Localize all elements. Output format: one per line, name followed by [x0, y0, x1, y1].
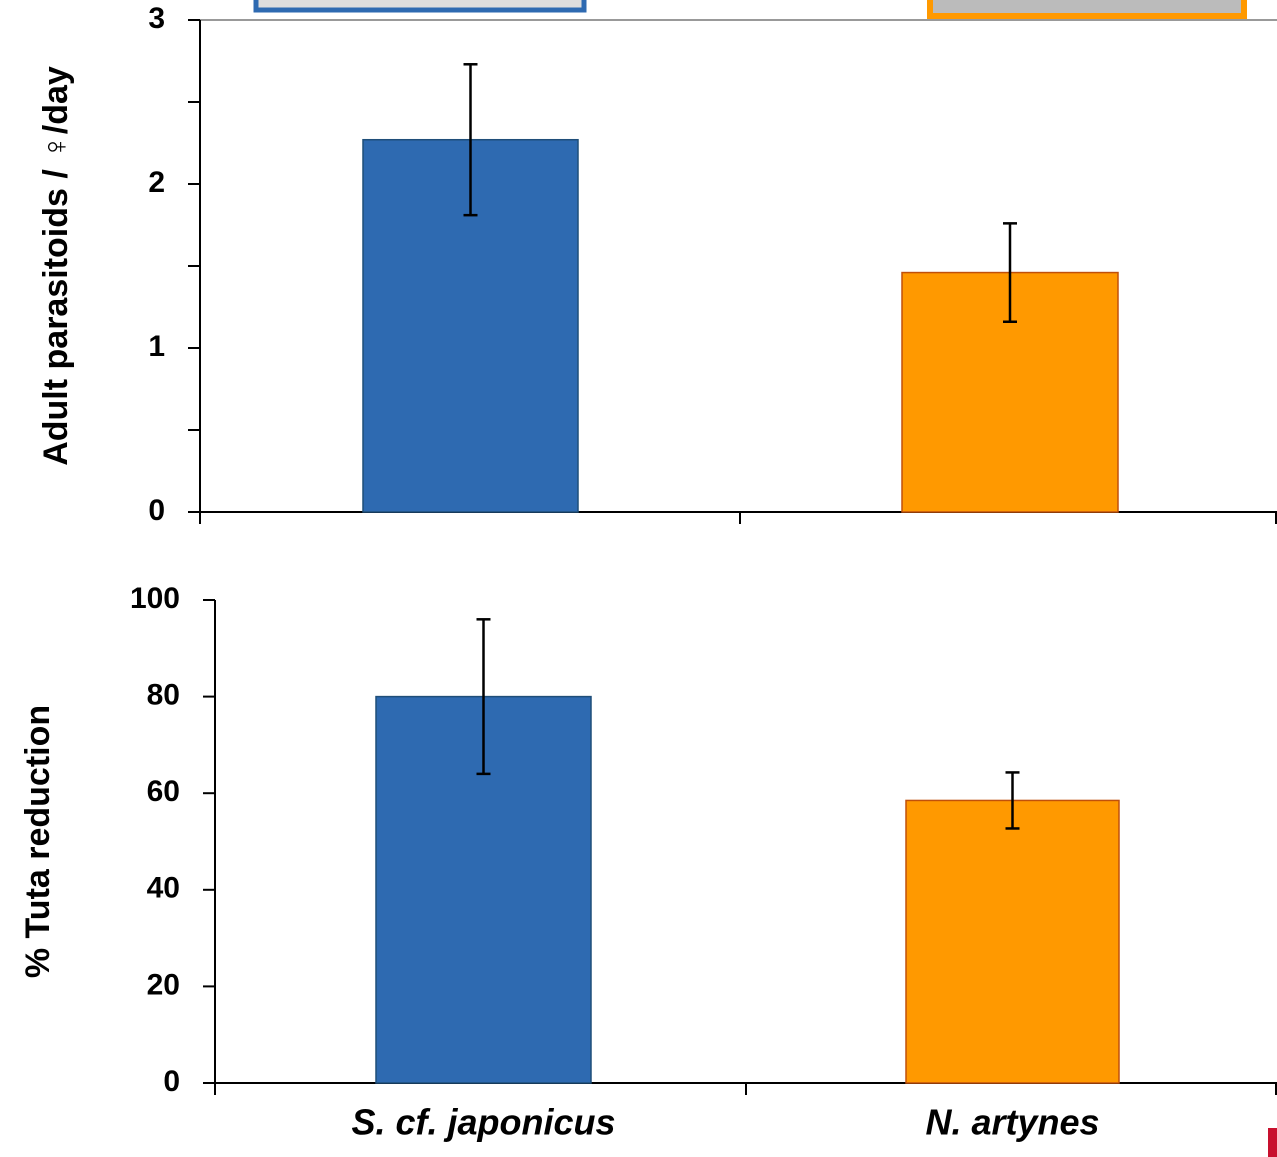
y-axis-label: % Tuta reduction [19, 705, 57, 978]
y-tick-label: 20 [147, 968, 180, 1001]
logo-bar [1268, 1128, 1277, 1157]
x-tick-label: S. cf. japonicus [351, 1102, 615, 1143]
error-bar [1003, 222, 1017, 324]
y-tick-label: 0 [163, 1065, 180, 1098]
y-tick-label: 3 [148, 2, 165, 35]
y-tick-label: 2 [148, 166, 165, 199]
bar [905, 799, 1120, 1084]
y-tick-label: 40 [147, 872, 180, 905]
x-tick-label: N. artynes [925, 1102, 1099, 1143]
y-tick-label: 0 [148, 494, 165, 527]
y-tick-label: 100 [130, 582, 180, 615]
y-axis-label: Adult parasitoids / ♀/day [37, 66, 75, 466]
photo-frame [927, 0, 1247, 19]
photo-frame [253, 0, 587, 13]
error-bar [1005, 771, 1020, 830]
y-tick-label: 60 [147, 775, 180, 808]
error-bar [476, 618, 491, 776]
y-tick-label: 80 [147, 679, 180, 712]
y-tick-label: 1 [148, 330, 165, 363]
error-bar [463, 63, 478, 217]
